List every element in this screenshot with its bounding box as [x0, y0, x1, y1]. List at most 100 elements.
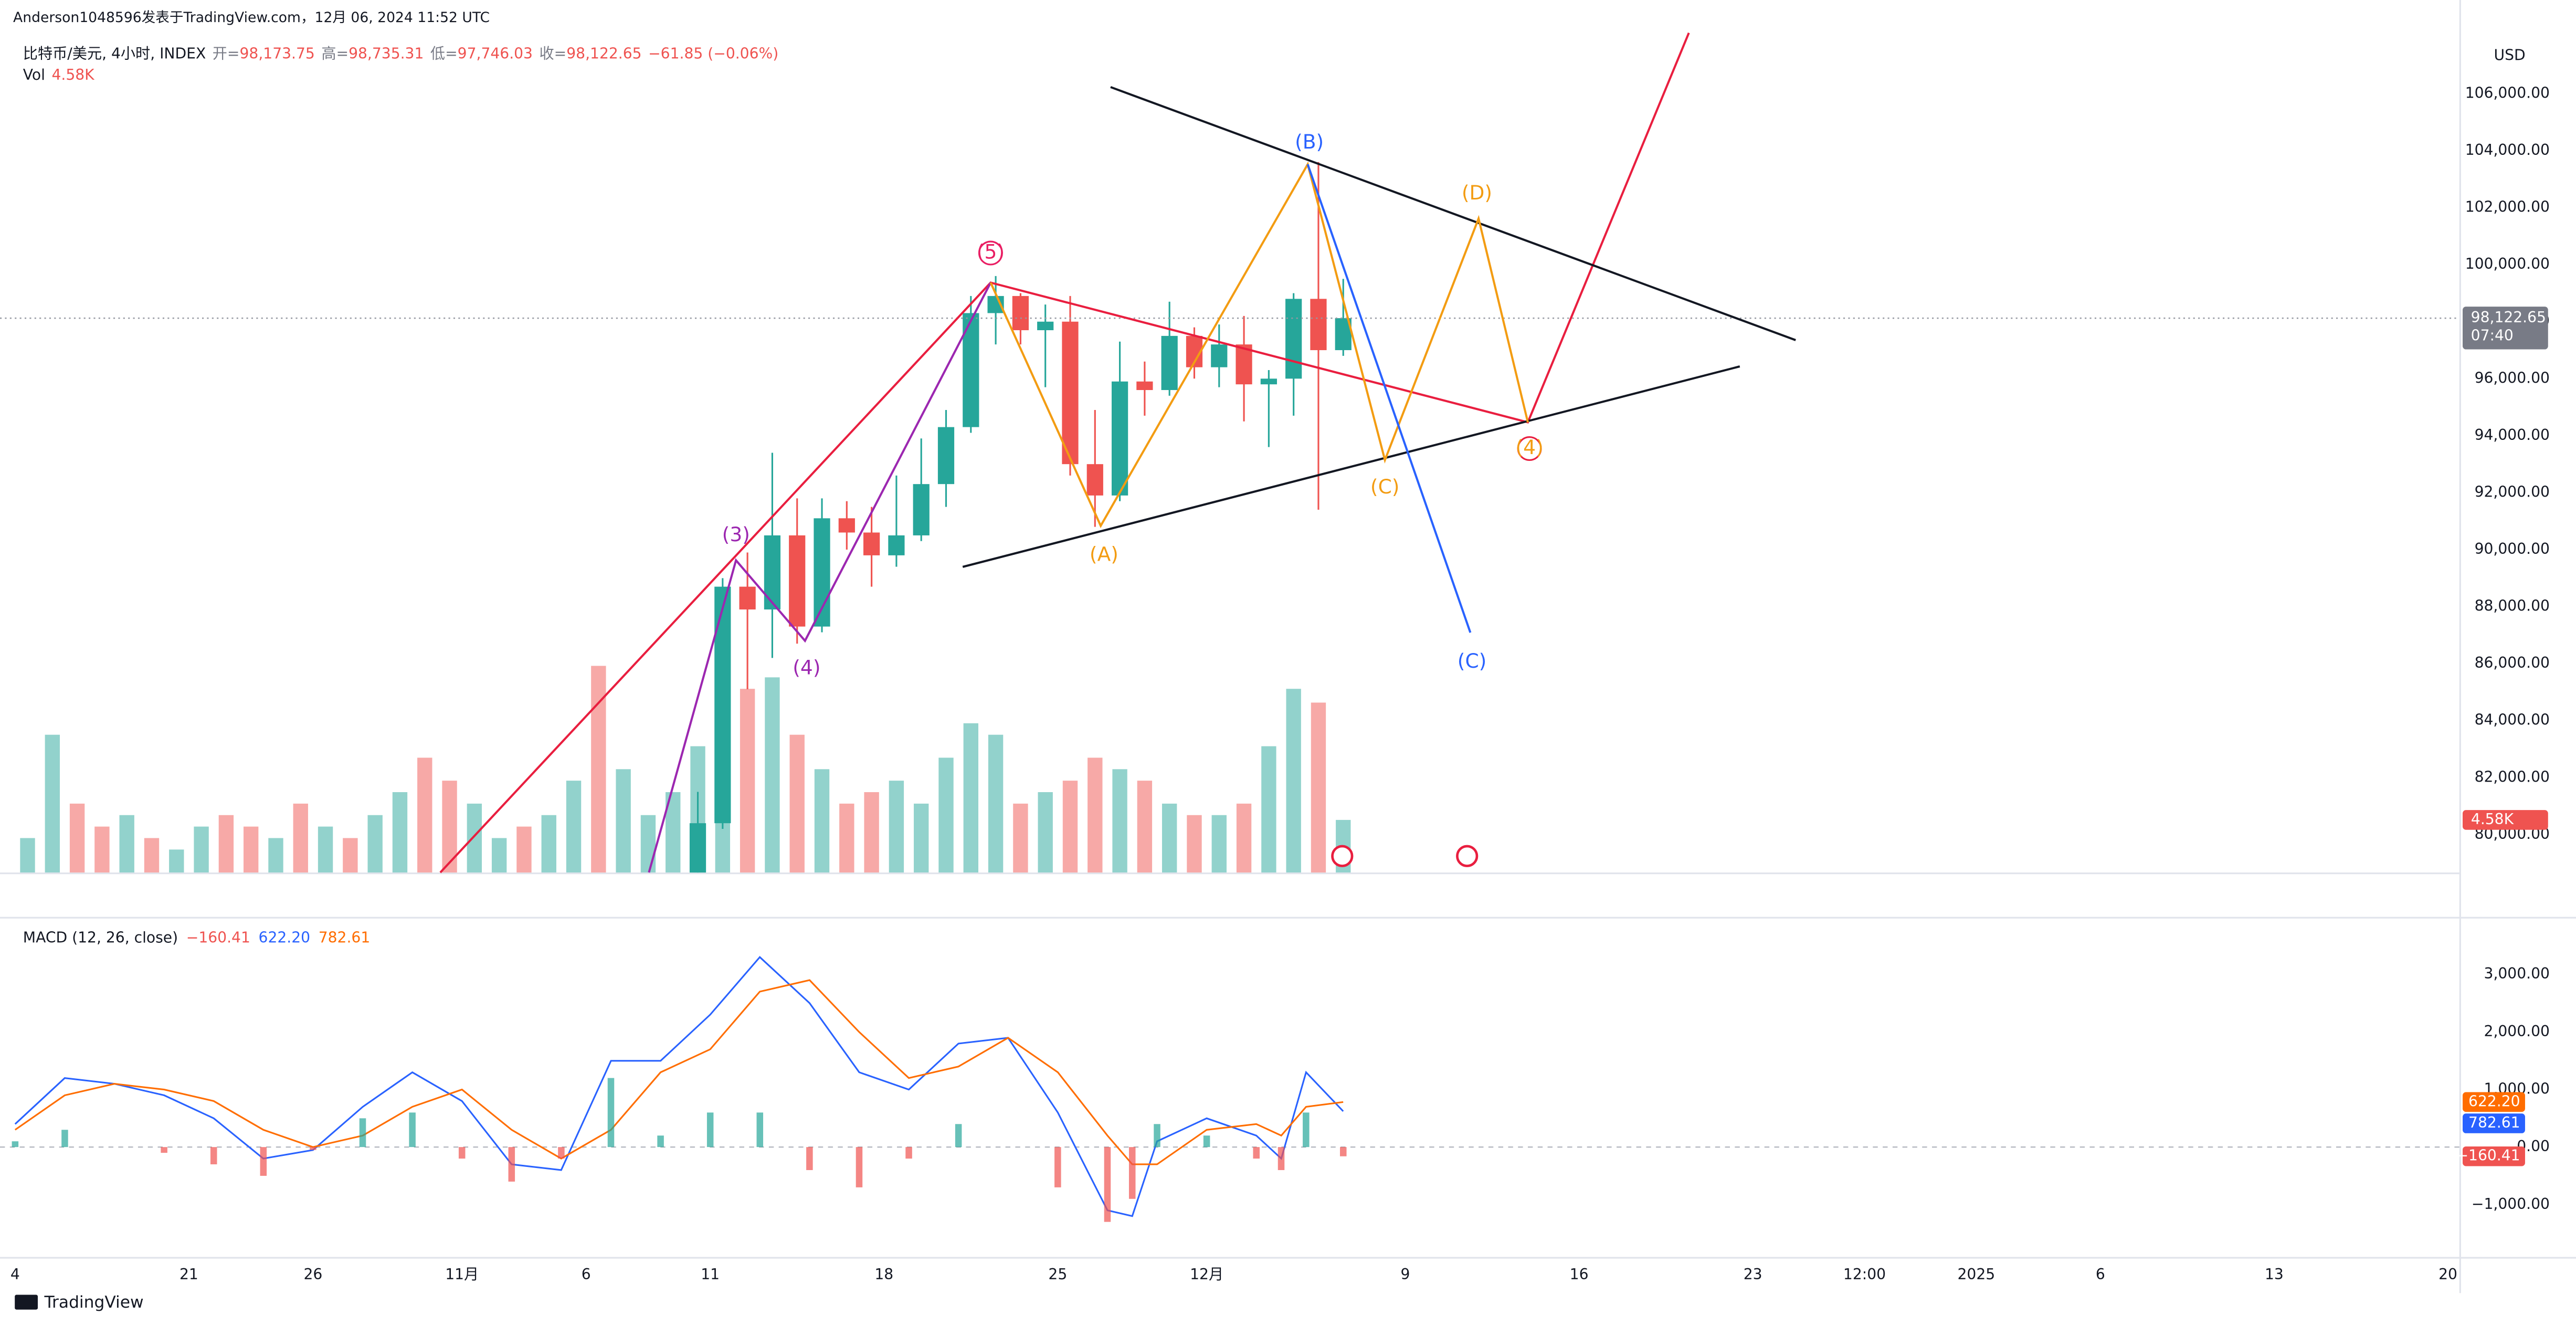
wave-label: (4)	[793, 656, 820, 679]
change: −61.85 (−0.06%)	[648, 45, 778, 62]
macd-line	[14, 979, 1344, 1165]
volume-bar	[1038, 792, 1053, 873]
histogram-bar	[359, 1118, 366, 1148]
volume-bar	[169, 849, 184, 873]
y-tick-label: 92,000.00	[2475, 483, 2550, 500]
volume-bar	[1162, 803, 1177, 873]
volume-bar	[914, 803, 929, 873]
x-tick-label: 20	[2438, 1266, 2457, 1283]
y-tick-label: 104,000.00	[2465, 141, 2550, 159]
volume-bar	[69, 803, 85, 873]
volume-bar	[491, 838, 507, 873]
x-tick-label: 4	[10, 1266, 20, 1283]
value-tag	[2463, 1146, 2525, 1166]
candle-body	[1012, 296, 1029, 331]
volume-bar	[1112, 769, 1127, 873]
volume-bar	[442, 781, 457, 873]
x-tick-label: 6	[582, 1266, 591, 1283]
volume-bar	[392, 792, 408, 873]
wave-label: (D)	[1462, 181, 1492, 204]
label-circle	[978, 240, 1003, 266]
wave-label: (C)	[1458, 649, 1487, 672]
volume-bar	[268, 838, 283, 873]
macd-readout: 622.20	[259, 929, 311, 946]
ohlc-label: 低=	[430, 45, 458, 62]
candle-body	[863, 532, 880, 555]
y-tick-label: 88,000.00	[2475, 597, 2550, 615]
hist-readout: −160.41	[186, 929, 250, 946]
histogram-bar	[657, 1135, 664, 1148]
wave-label: (A)	[1090, 542, 1118, 565]
histogram-bar	[806, 1147, 813, 1170]
volume-bar	[1062, 781, 1078, 873]
volume-bar	[144, 838, 160, 873]
histogram-bar	[1154, 1124, 1160, 1148]
volume-tag	[2463, 810, 2548, 830]
volume-bar	[45, 734, 60, 873]
logo	[15, 1295, 38, 1310]
volume-bar	[367, 815, 383, 873]
histogram-bar	[1104, 1147, 1111, 1222]
candle-body	[838, 518, 855, 533]
volume-bar	[814, 769, 830, 873]
volume-bar	[541, 815, 556, 873]
x-tick-label: 26	[304, 1266, 323, 1283]
volume-bar	[1137, 781, 1153, 873]
x-tick-label: 9	[1401, 1266, 1410, 1283]
value-tag-label: −160.41	[2456, 1147, 2520, 1164]
y-tick-label: 96,000.00	[2475, 369, 2550, 386]
candle-body	[714, 586, 731, 824]
y-tick-label: 82,000.00	[2475, 768, 2550, 785]
wave-label: (B)	[1295, 130, 1324, 153]
triangle-lower	[962, 365, 1740, 568]
legend-row: 比特币/美元, 4小时, INDEX 开=98,173.75 高=98,735.31…	[23, 45, 778, 62]
macd-legend: MACD (12, 26, close) −160.41 622.20 782.61	[23, 929, 370, 946]
candle-body	[1161, 335, 1178, 391]
value-tag-label: 782.61	[2468, 1114, 2520, 1131]
footer: TradingView	[15, 1293, 144, 1312]
volume-bar	[938, 757, 954, 873]
volume-bar	[566, 781, 582, 873]
volume-bar	[318, 826, 333, 873]
candle-body	[888, 535, 905, 555]
histogram-bar	[210, 1147, 217, 1165]
ohlc-value: 98,173.75	[240, 45, 315, 62]
volume-bar	[616, 769, 631, 873]
volume-bar	[640, 815, 656, 873]
candle-body	[1211, 344, 1228, 367]
ohlc-value: 97,746.03	[458, 45, 533, 62]
candle-body	[1236, 344, 1252, 385]
macd-line	[14, 956, 1344, 1217]
volume-bar	[1311, 702, 1326, 873]
volume-bar	[243, 826, 259, 873]
histogram-bar	[12, 1141, 19, 1148]
volume-bar	[1236, 803, 1252, 873]
volume-value: 4.58K	[51, 66, 95, 83]
volume-bar	[864, 792, 879, 873]
volume-bar	[516, 826, 532, 873]
volume-bar	[293, 803, 308, 873]
ohlc-value: 98,735.31	[349, 45, 424, 62]
volume-bar	[1013, 803, 1028, 873]
y-tick-label: 3,000.00	[2484, 965, 2550, 982]
volume-bar	[1261, 746, 1276, 873]
event-icon[interactable]	[1456, 845, 1479, 867]
candle-body	[789, 535, 806, 627]
macd-title: MACD (12, 26, close)	[23, 929, 178, 946]
histogram-bar	[1128, 1147, 1136, 1199]
volume-bar	[467, 803, 482, 873]
ohlc-value: 98,122.65	[566, 45, 641, 62]
wave-line	[989, 161, 1529, 529]
histogram-bar	[1278, 1147, 1285, 1170]
axes: 80,000.0082,000.0084,000.0086,000.0088,0…	[10, 84, 2550, 1283]
volume-bar	[1088, 757, 1103, 873]
histogram-bar	[756, 1112, 764, 1148]
histogram-bar	[1203, 1135, 1210, 1148]
event-icon[interactable]	[1331, 845, 1354, 867]
volume-bar	[765, 677, 780, 873]
candle-body	[937, 427, 955, 485]
triangle-upper	[1110, 86, 1796, 341]
x-tick-label: 11	[701, 1266, 720, 1283]
histogram-bar	[1054, 1147, 1061, 1187]
